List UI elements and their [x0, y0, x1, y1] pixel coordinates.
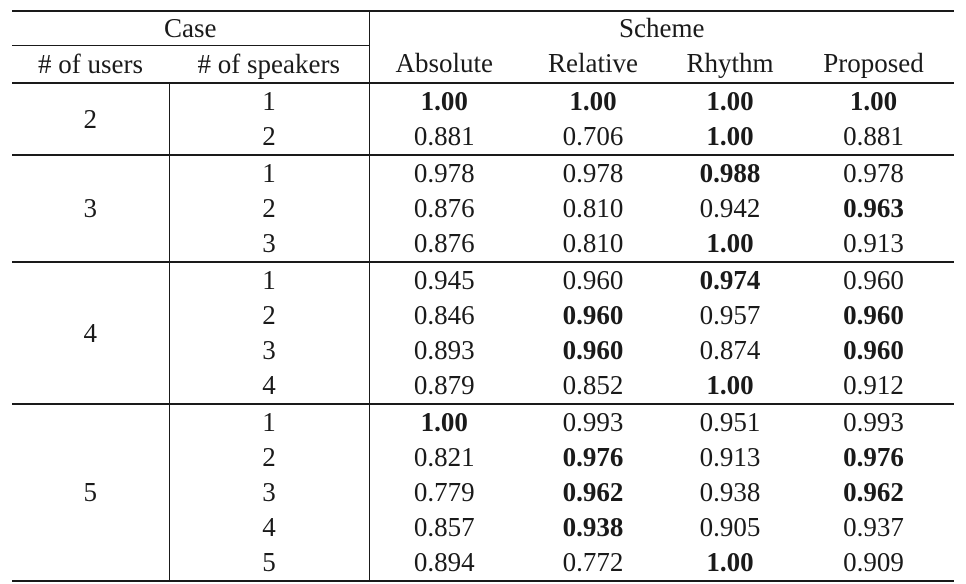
value-cell: 0.960 [519, 261, 667, 298]
value-cell: 0.938 [562, 512, 624, 542]
table-row: 2 0.876 0.810 0.942 0.963 [12, 191, 954, 226]
value-cell: 1.00 [369, 403, 519, 440]
value-cell: 0.894 [369, 545, 519, 582]
table-row: 3 0.876 0.810 1.00 0.913 [12, 226, 954, 262]
value-cell: 0.772 [519, 545, 667, 582]
table-row: 3 1 0.978 0.978 0.988 0.978 [12, 154, 954, 262]
table-row: 5 0.894 0.772 1.00 0.909 [12, 545, 954, 582]
value-cell: 0.974 [667, 261, 793, 298]
value-cell: 0.893 [413, 335, 475, 365]
value-cell: 0.976 [562, 442, 624, 472]
table-row: 4 0.879 0.852 1.00 0.912 [12, 368, 954, 404]
scheme-column-header-proposed: Proposed [793, 45, 954, 84]
value-cell: 0.876 [413, 228, 475, 258]
speakers-cell: 4 [169, 368, 370, 404]
value-cell: 0.881 [843, 121, 904, 151]
value-cell: 0.937 [843, 512, 904, 542]
speakers-cell: 4 [169, 510, 370, 545]
case-header: Case [12, 10, 370, 46]
value-cell: 0.846 [413, 300, 475, 330]
value-cell: 0.881 [413, 121, 475, 151]
value-cell: 0.957 [699, 300, 761, 330]
users-cell: 2 [12, 83, 170, 155]
table-header: Case Scheme # of users # of speakers Abs… [12, 10, 954, 84]
users-cell: 5 [12, 403, 170, 582]
value-cell: 0.960 [562, 300, 624, 330]
value-cell: 1.00 [706, 86, 754, 116]
table-row: 2 1 1.00 1.00 1.00 1.00 [12, 83, 954, 155]
value-cell: 1.00 [849, 86, 898, 116]
value-cell: 0.779 [413, 477, 475, 507]
value-cell: 1.00 [706, 121, 754, 151]
value-cell: 0.960 [843, 300, 904, 330]
value-cell: 0.909 [793, 545, 954, 582]
scheme-header: Scheme [369, 10, 954, 46]
value-cell: 1.00 [420, 86, 468, 116]
value-cell: 0.960 [793, 261, 954, 298]
value-cell: 0.963 [843, 193, 904, 223]
table-row: 4 0.857 0.938 0.905 0.937 [12, 510, 954, 545]
speakers-cell: 5 [169, 545, 370, 582]
value-cell: 0.960 [843, 335, 904, 365]
value-cell: 0.852 [562, 370, 624, 400]
value-cell: 0.810 [562, 228, 624, 258]
value-cell: 0.988 [667, 154, 793, 191]
value-cell: 1.00 [706, 370, 754, 400]
value-cell: 1.00 [569, 86, 617, 116]
table-body: 2 1 1.00 1.00 1.00 1.00 2 0.881 0.706 1.00 0.881 3 1… [12, 83, 954, 582]
value-cell: 1.00 [706, 228, 754, 258]
table-row: 2 0.846 0.960 0.957 0.960 [12, 298, 954, 333]
value-cell: 0.942 [699, 193, 761, 223]
speakers-cell: 3 [169, 475, 370, 510]
users-cell: 4 [12, 261, 170, 404]
speakers-cell: 1 [169, 261, 370, 298]
value-cell: 0.810 [562, 193, 624, 223]
speakers-cell: 2 [169, 191, 370, 226]
value-cell: 0.874 [699, 335, 761, 365]
value-cell: 0.945 [369, 261, 519, 298]
value-cell: 0.976 [843, 442, 904, 472]
value-cell: 0.993 [793, 403, 954, 440]
value-cell: 0.879 [413, 370, 475, 400]
table-row: 3 0.893 0.960 0.874 0.960 [12, 333, 954, 368]
value-cell: 0.913 [699, 442, 761, 472]
table-row: 2 0.881 0.706 1.00 0.881 [12, 119, 954, 155]
speakers-cell: 1 [169, 403, 370, 440]
value-cell: 0.706 [562, 121, 624, 151]
speakers-cell: 3 [169, 226, 370, 262]
results-table: Case Scheme # of users # of speakers Abs… [12, 10, 954, 582]
value-cell: 0.905 [699, 512, 761, 542]
users-cell: 3 [12, 154, 170, 262]
users-column-header: # of users [12, 45, 169, 84]
scheme-column-header-relative: Relative [519, 45, 667, 84]
value-cell: 0.913 [843, 228, 904, 258]
table-row: 5 1 1.00 0.993 0.951 0.993 [12, 403, 954, 582]
table-row: 2 0.821 0.976 0.913 0.976 [12, 440, 954, 475]
value-cell: 1.00 [667, 545, 793, 582]
speakers-cell: 3 [169, 333, 370, 368]
speakers-cell: 1 [169, 83, 370, 119]
value-cell: 0.993 [519, 403, 667, 440]
speakers-column-header: # of speakers [169, 45, 370, 84]
value-cell: 0.962 [843, 477, 904, 507]
value-cell: 0.857 [413, 512, 475, 542]
table-row: 3 0.779 0.962 0.938 0.962 [12, 475, 954, 510]
value-cell: 0.876 [413, 193, 475, 223]
value-cell: 0.951 [667, 403, 793, 440]
value-cell: 0.912 [843, 370, 904, 400]
value-cell: 0.962 [562, 477, 624, 507]
value-cell: 0.821 [413, 442, 475, 472]
value-cell: 0.978 [519, 154, 667, 191]
value-cell: 0.938 [699, 477, 761, 507]
scheme-column-header-rhythm: Rhythm [667, 45, 793, 84]
speakers-cell: 2 [169, 119, 370, 155]
speakers-cell: 2 [169, 298, 370, 333]
speakers-cell: 2 [169, 440, 370, 475]
speakers-cell: 1 [169, 154, 370, 191]
value-cell: 0.978 [793, 154, 954, 191]
value-cell: 0.978 [369, 154, 519, 191]
table-row: 4 1 0.945 0.960 0.974 0.960 [12, 261, 954, 404]
scheme-column-header-absolute: Absolute [369, 45, 519, 84]
value-cell: 0.960 [562, 335, 624, 365]
